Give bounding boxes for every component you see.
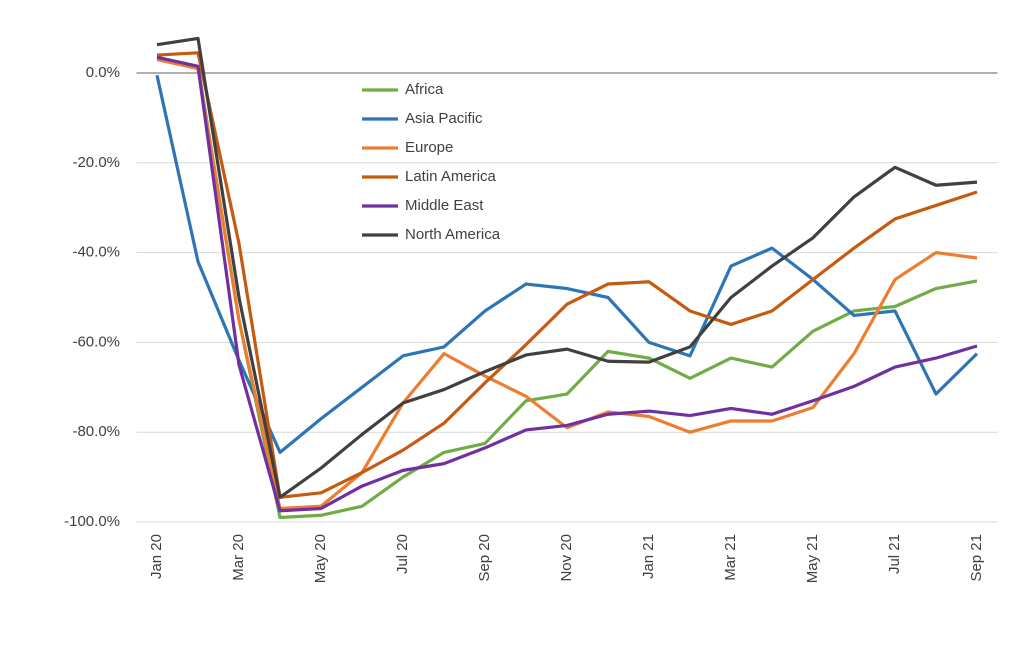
series-line xyxy=(155,74,979,455)
legend-label: Africa xyxy=(405,81,444,98)
x-tick-label: Nov 20 xyxy=(558,534,575,582)
x-tick-label: Mar 20 xyxy=(230,534,247,581)
x-tick-label: Jul 21 xyxy=(886,534,903,574)
x-tick-label: Jan 21 xyxy=(640,534,657,579)
legend-label: North America xyxy=(405,226,501,243)
legend-label: Europe xyxy=(405,139,453,156)
series-line xyxy=(156,55,978,520)
x-tick-label: May 20 xyxy=(312,534,329,583)
y-tick-label: -60.0% xyxy=(72,333,120,350)
x-tick-label: May 21 xyxy=(804,534,821,583)
legend-label: Middle East xyxy=(405,197,484,214)
series-line xyxy=(156,55,978,513)
series-line xyxy=(156,57,978,511)
x-tick-label: Jan 20 xyxy=(148,534,165,579)
x-tick-label: Sep 20 xyxy=(476,534,493,582)
y-tick-label: -40.0% xyxy=(72,244,120,261)
y-tick-label: 0.0% xyxy=(86,64,120,81)
x-tick-label: Jul 20 xyxy=(394,534,411,574)
x-tick-label: Mar 21 xyxy=(722,534,739,581)
series-line xyxy=(156,36,978,499)
y-tick-label: -20.0% xyxy=(72,154,120,171)
legend-label: Latin America xyxy=(405,168,497,185)
legend-label: Asia Pacific xyxy=(405,110,483,127)
y-tick-label: -100.0% xyxy=(64,513,120,530)
x-tick-label: Sep 21 xyxy=(968,534,985,582)
series-line xyxy=(156,51,978,499)
y-tick-label: -80.0% xyxy=(72,423,120,440)
